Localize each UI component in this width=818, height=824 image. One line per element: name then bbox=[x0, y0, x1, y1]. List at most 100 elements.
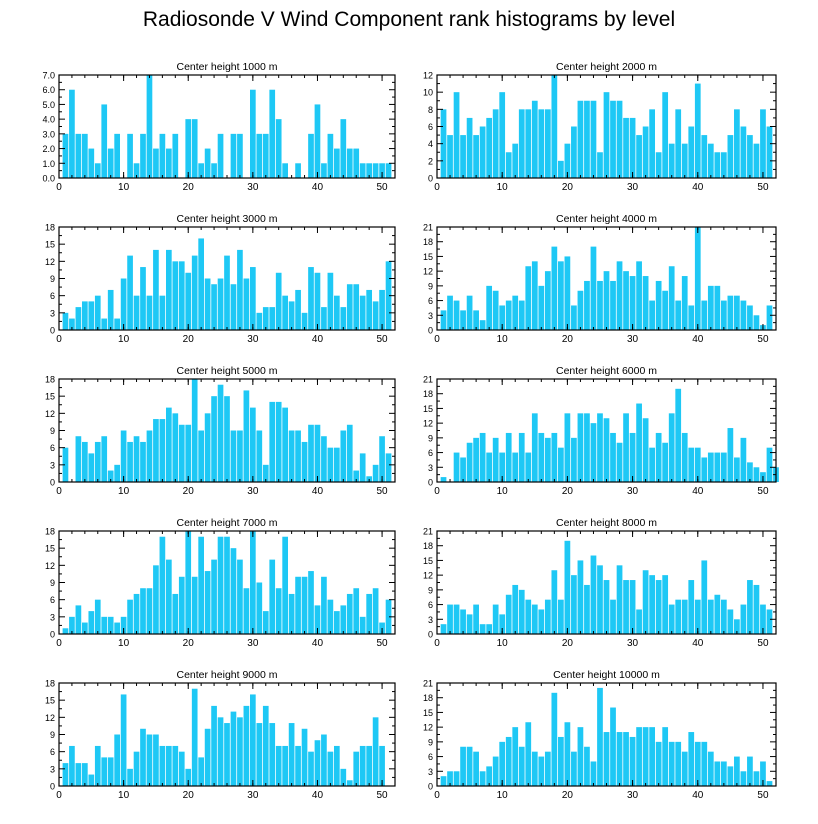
x-tick-label: 40 bbox=[312, 486, 324, 497]
histogram-bar bbox=[237, 133, 243, 178]
histogram-bar bbox=[492, 604, 499, 634]
x-tick-label: 50 bbox=[377, 486, 389, 497]
histogram-bar bbox=[340, 605, 347, 634]
histogram-bar bbox=[159, 745, 166, 786]
histogram-bar bbox=[466, 295, 473, 330]
histogram-bar bbox=[564, 256, 571, 330]
y-tick-label: 0 bbox=[50, 782, 55, 792]
histogram-bar bbox=[466, 746, 473, 786]
histogram-bar bbox=[629, 736, 636, 786]
histogram-bar bbox=[655, 152, 662, 178]
y-tick-label: 4.0 bbox=[42, 115, 55, 125]
histogram-bar bbox=[288, 593, 295, 634]
histogram-bar bbox=[133, 593, 140, 634]
x-tick-label: 40 bbox=[692, 486, 704, 497]
histogram-bar bbox=[492, 290, 499, 330]
histogram-bar bbox=[107, 757, 114, 786]
histogram-bar bbox=[94, 599, 101, 634]
histogram-bar bbox=[734, 619, 740, 634]
histogram-bar bbox=[230, 711, 237, 786]
histogram-bar bbox=[544, 599, 551, 634]
histogram-bar bbox=[753, 467, 760, 482]
x-tick-label: 40 bbox=[692, 638, 704, 649]
histogram-bar bbox=[460, 310, 466, 330]
histogram-bar bbox=[114, 622, 120, 634]
histogram-bar bbox=[577, 413, 584, 482]
histogram-bar bbox=[346, 593, 353, 634]
y-tick-label: 15 bbox=[45, 392, 55, 402]
y-tick-label: 0.0 bbox=[42, 174, 55, 184]
histogram-bar bbox=[133, 163, 140, 178]
x-tick-label: 30 bbox=[247, 334, 259, 345]
histogram-bar bbox=[153, 734, 159, 786]
histogram-panel-4: Center height 4000 m 0 10 20 30 40 50 0 3 6 9 12 15 1… bbox=[423, 213, 777, 345]
histogram-bar bbox=[649, 109, 656, 178]
y-tick-label: 3 bbox=[50, 612, 55, 622]
histogram-bar bbox=[597, 687, 603, 786]
histogram-bar bbox=[597, 152, 603, 178]
histogram-bar bbox=[340, 768, 347, 786]
histogram-bar bbox=[256, 723, 263, 786]
histogram-bar bbox=[740, 437, 747, 482]
histogram-bar bbox=[243, 390, 250, 482]
histogram-bar bbox=[372, 717, 379, 786]
histogram-bar bbox=[505, 300, 512, 330]
panel-title: Center height 5000 m bbox=[177, 365, 278, 377]
histogram-panel-9: Center height 9000 m 0 10 20 30 40 50 0 3 6 9 12 15 1… bbox=[45, 669, 396, 801]
y-tick-label: 18 bbox=[423, 541, 433, 551]
histogram-bar bbox=[94, 295, 101, 330]
histogram-panel-7: Center height 7000 m 0 10 20 30 40 50 0 3 6 9 12 15 1… bbox=[45, 517, 396, 649]
x-tick-label: 40 bbox=[312, 182, 324, 193]
histogram-bar bbox=[88, 148, 95, 178]
histogram-bar bbox=[447, 295, 453, 330]
y-tick-label: 3 bbox=[50, 460, 55, 470]
histogram-bar bbox=[453, 452, 460, 482]
y-tick-label: 6.0 bbox=[42, 85, 55, 95]
histogram-bar bbox=[720, 300, 727, 330]
y-tick-label: 21 bbox=[423, 527, 433, 537]
histogram-bar bbox=[366, 745, 372, 786]
histogram-bar bbox=[159, 419, 166, 482]
histogram-bar bbox=[282, 536, 288, 634]
histogram-bar bbox=[466, 442, 473, 482]
histogram-bar bbox=[372, 464, 379, 482]
histogram-bar bbox=[282, 295, 288, 330]
histogram-bar bbox=[334, 148, 340, 178]
y-tick-label: 21 bbox=[423, 375, 433, 385]
histogram-bar bbox=[753, 584, 760, 634]
histogram-bar bbox=[295, 163, 301, 178]
histogram-bar bbox=[655, 432, 662, 482]
histogram-bar bbox=[603, 732, 610, 786]
histogram-bar bbox=[610, 100, 616, 178]
histogram-bar bbox=[512, 452, 519, 482]
x-tick-label: 20 bbox=[183, 486, 195, 497]
histogram-bar bbox=[69, 616, 75, 634]
histogram-bar bbox=[237, 430, 243, 482]
y-tick-label: 6 bbox=[50, 747, 55, 757]
histogram-bar bbox=[334, 745, 340, 786]
x-tick-label: 20 bbox=[562, 182, 574, 193]
histogram-bar bbox=[675, 109, 682, 178]
histogram-bar bbox=[564, 143, 571, 178]
histogram-bar bbox=[681, 751, 688, 786]
histogram-bar bbox=[372, 588, 379, 634]
histogram-bar bbox=[237, 717, 243, 786]
histogram-bar bbox=[295, 430, 301, 482]
y-tick-label: 15 bbox=[45, 544, 55, 554]
histogram-bar bbox=[727, 428, 734, 482]
y-tick-label: 15 bbox=[423, 252, 433, 262]
y-tick-label: 0 bbox=[428, 782, 433, 792]
histogram-bar bbox=[681, 432, 688, 482]
y-tick-label: 6 bbox=[50, 595, 55, 605]
histogram-bar bbox=[250, 531, 256, 634]
histogram-bar bbox=[88, 453, 95, 482]
histogram-bar bbox=[629, 117, 636, 178]
histogram-bar bbox=[662, 92, 669, 178]
histogram-bar bbox=[525, 109, 532, 178]
histogram-bar bbox=[191, 576, 198, 634]
histogram-bar bbox=[531, 100, 538, 178]
histogram-bar bbox=[518, 432, 525, 482]
histogram-bar bbox=[178, 261, 185, 330]
histogram-bar bbox=[518, 589, 525, 634]
histogram-bar bbox=[557, 599, 564, 634]
